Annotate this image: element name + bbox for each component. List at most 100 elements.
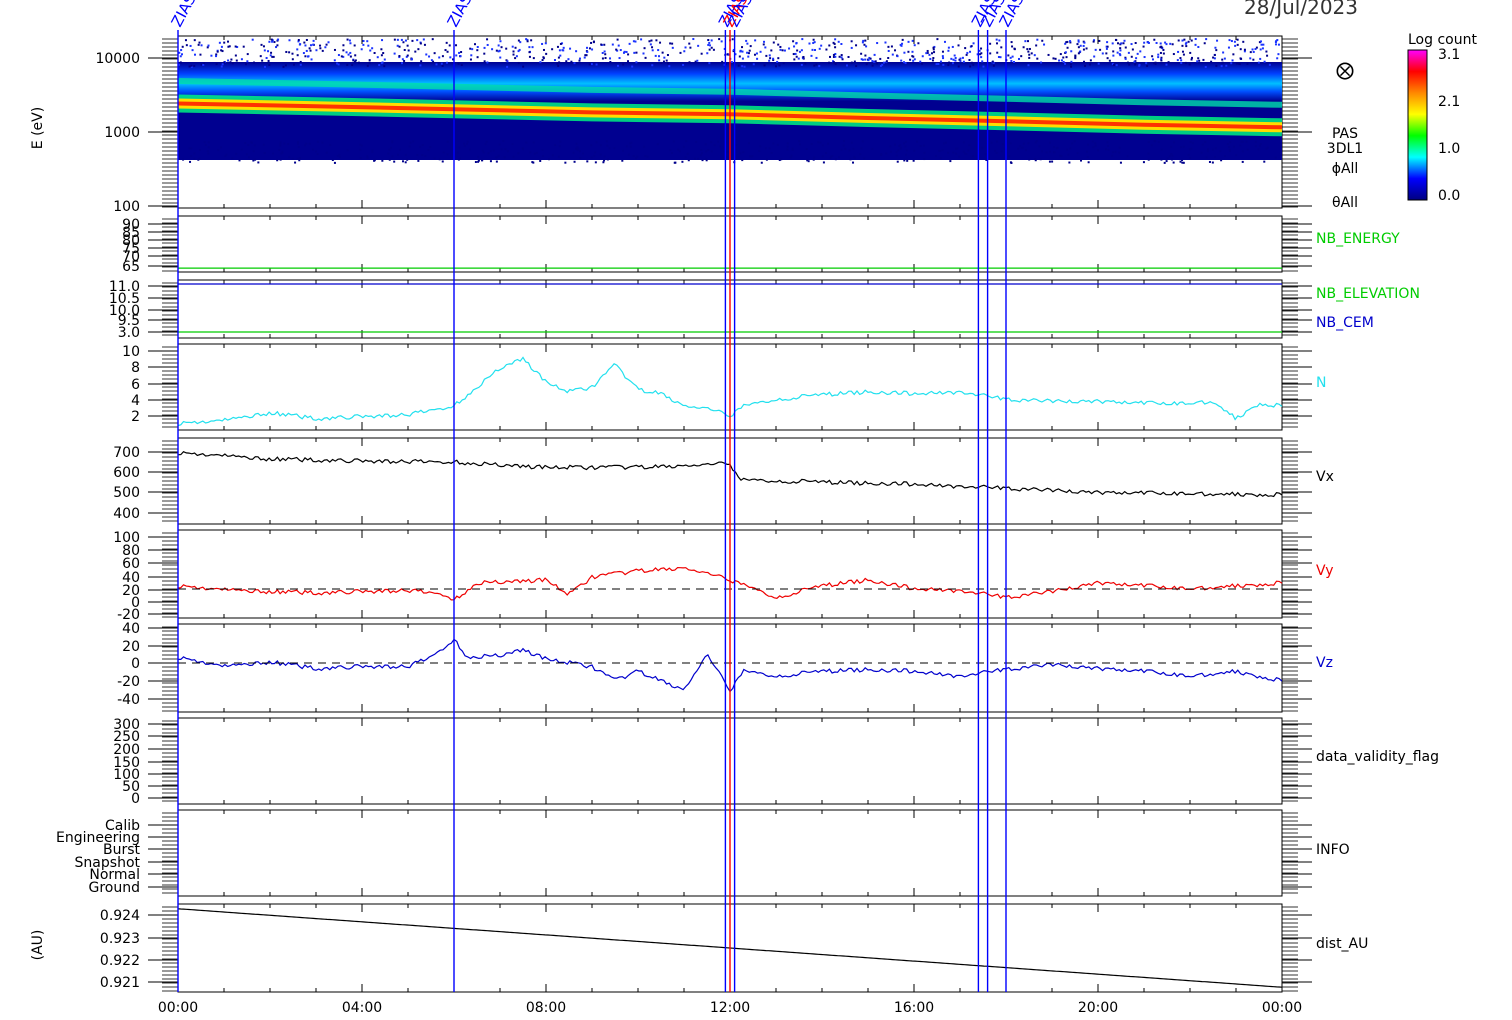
noise-pixel <box>1142 45 1145 48</box>
noise-pixel <box>1147 158 1150 161</box>
noise-pixel <box>635 61 638 64</box>
noise-pixel <box>710 46 713 49</box>
noise-pixel <box>792 40 795 43</box>
noise-pixel <box>393 52 396 55</box>
noise-pixel <box>1268 63 1271 66</box>
noise-pixel <box>688 61 691 64</box>
noise-pixel <box>845 64 848 67</box>
noise-pixel <box>763 64 766 67</box>
noise-pixel <box>1028 158 1031 161</box>
noise-pixel <box>246 60 249 63</box>
noise-pixel <box>684 156 687 159</box>
noise-pixel <box>251 141 254 144</box>
noise-pixel <box>575 142 578 145</box>
y-tick-label: 80 <box>122 543 140 559</box>
noise-pixel <box>590 63 593 66</box>
noise-pixel <box>1123 39 1126 42</box>
noise-pixel <box>871 148 874 151</box>
noise-pixel <box>728 53 731 56</box>
noise-pixel <box>905 153 908 156</box>
noise-pixel <box>621 159 624 162</box>
y-tick-label: 150 <box>113 755 140 771</box>
noise-pixel <box>775 65 778 68</box>
y-tick-label: -20 <box>117 607 140 623</box>
noise-pixel <box>1157 56 1160 59</box>
noise-pixel <box>853 60 856 63</box>
noise-pixel <box>813 64 816 67</box>
noise-pixel <box>802 55 805 58</box>
noise-pixel <box>939 60 942 63</box>
noise-pixel <box>476 155 479 158</box>
noise-pixel <box>291 58 294 61</box>
noise-pixel <box>535 151 538 154</box>
noise-pixel <box>1022 142 1025 145</box>
noise-pixel <box>659 41 662 44</box>
noise-pixel <box>965 53 968 56</box>
noise-pixel <box>401 58 404 61</box>
noise-pixel <box>419 64 422 67</box>
noise-pixel <box>1107 148 1110 151</box>
noise-pixel <box>726 150 729 153</box>
noise-pixel <box>852 147 855 150</box>
noise-pixel <box>429 146 432 149</box>
y-tick-label: 250 <box>113 729 140 745</box>
noise-pixel <box>1041 150 1044 153</box>
noise-pixel <box>240 58 243 61</box>
noise-pixel <box>956 147 959 150</box>
x-tick-label: 20:00 <box>1078 1000 1118 1016</box>
noise-pixel <box>1064 51 1067 54</box>
noise-pixel <box>505 47 508 50</box>
noise-pixel <box>704 157 707 160</box>
noise-pixel <box>903 159 906 162</box>
noise-pixel <box>622 149 625 152</box>
noise-pixel <box>822 161 825 164</box>
x-tick-label: 00:00 <box>1262 1000 1302 1016</box>
noise-pixel <box>382 52 385 55</box>
noise-pixel <box>545 52 548 55</box>
noise-pixel <box>309 44 312 47</box>
noise-pixel <box>609 61 612 64</box>
noise-pixel <box>291 157 294 160</box>
noise-pixel <box>1203 42 1206 45</box>
noise-pixel <box>185 44 188 47</box>
noise-pixel <box>941 149 944 152</box>
noise-pixel <box>1198 59 1201 62</box>
noise-pixel <box>913 149 916 152</box>
noise-pixel <box>707 43 710 46</box>
noise-pixel <box>279 158 282 161</box>
noise-pixel <box>818 65 821 68</box>
noise-pixel <box>764 147 767 150</box>
noise-pixel <box>421 154 424 157</box>
noise-pixel <box>522 65 525 68</box>
noise-pixel <box>433 52 436 55</box>
noise-pixel <box>221 50 224 53</box>
noise-pixel <box>400 38 403 41</box>
noise-pixel <box>1258 41 1261 44</box>
noise-pixel <box>271 40 274 43</box>
y-tick-label: Engineering <box>56 830 140 846</box>
noise-pixel <box>497 44 500 47</box>
noise-pixel <box>682 63 685 66</box>
noise-pixel <box>404 161 407 164</box>
noise-pixel <box>1001 143 1004 146</box>
noise-pixel <box>1082 48 1085 51</box>
y-tick-label: 0.922 <box>100 953 140 969</box>
noise-pixel <box>279 144 282 147</box>
x-tick-label: 12:00 <box>710 1000 750 1016</box>
colorbar-tick: 1.0 <box>1438 141 1460 157</box>
noise-pixel <box>995 140 998 143</box>
noise-pixel <box>901 38 904 41</box>
noise-pixel <box>319 47 322 50</box>
noise-pixel <box>1212 56 1215 59</box>
noise-pixel <box>947 64 950 67</box>
noise-pixel <box>604 56 607 59</box>
noise-pixel <box>325 151 328 154</box>
noise-pixel <box>1084 64 1087 67</box>
noise-pixel <box>1171 154 1174 157</box>
noise-pixel <box>573 62 576 65</box>
noise-pixel <box>556 45 559 48</box>
noise-pixel <box>748 142 751 145</box>
noise-pixel <box>460 63 463 66</box>
noise-pixel <box>865 63 868 66</box>
noise-pixel <box>1182 145 1185 148</box>
